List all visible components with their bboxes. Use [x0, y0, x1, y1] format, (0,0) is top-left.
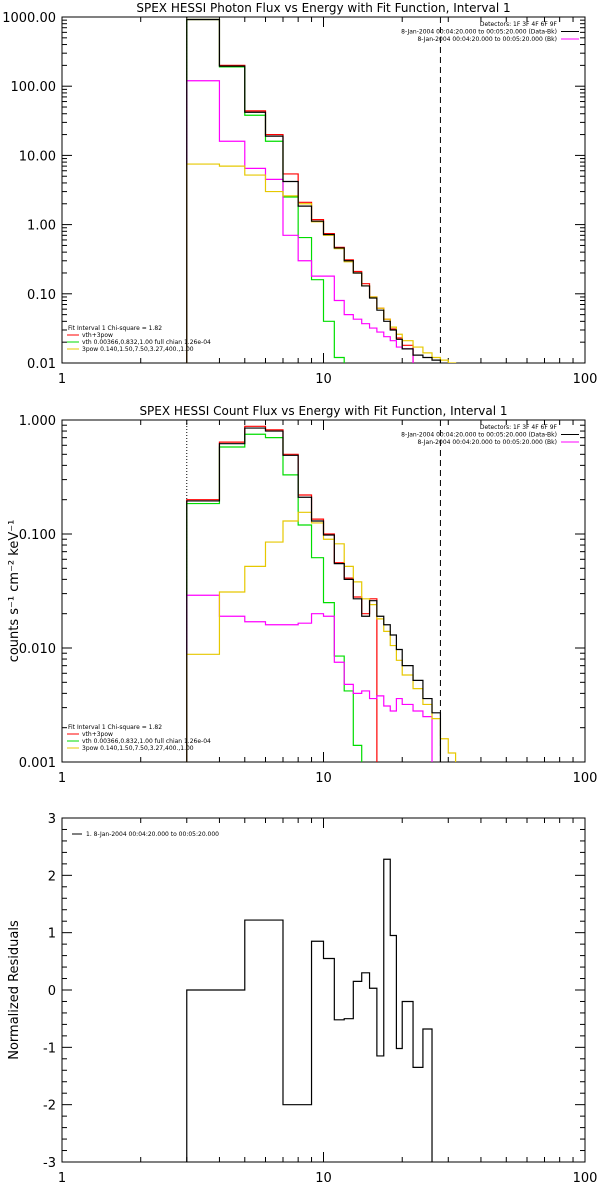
legend-top-entry: 8-Jan-2004 00:04:20.000 to 00:05:20.000 … [417, 439, 557, 446]
series-line-5 [186, 163, 457, 363]
y-axis-label: counts s⁻¹ cm⁻² keV⁻¹ [7, 520, 22, 663]
series-line-2 [186, 425, 378, 762]
chart-title: SPEX HESSI Photon Flux vs Energy with Fi… [136, 1, 510, 15]
y-tick-label: 100.00 [11, 80, 57, 95]
y-axis-ticks [62, 16, 585, 364]
chart-title: SPEX HESSI Count Flux vs Energy with Fit… [139, 404, 507, 418]
series-line-4 [186, 80, 414, 363]
plot-frame [61, 817, 586, 1163]
legend-entry: 1. 8-Jan-2004 00:04:20.000 to 00:05:20.0… [86, 831, 219, 838]
legend-bottom-entry: 3pow 0.140,1.50,7.50,3.27,400.,1.00 [82, 745, 194, 752]
y-tick-label: 1.00 [27, 219, 56, 234]
chart-panel-2: SPEX HESSI Count Flux vs Energy with Fit… [7, 404, 598, 786]
legend-top-entry: 8-Jan-2004 00:04:20.000 to 00:05:20.000 … [401, 432, 557, 439]
legend-bottom-entry: 3pow 0.140,1.50,7.50,3.27,400.,1.00 [82, 346, 194, 353]
y-tick-label: 0.100 [19, 528, 56, 543]
y-axis-ticks [62, 419, 585, 763]
y-tick-label: 0 [48, 984, 56, 999]
x-axis-ticks [61, 818, 586, 1162]
chart-panel-3: 1 10 100 -3 -2 -1 0 1 2 3 Normalized Residuals 1. 8… [7, 812, 597, 1186]
legend-bottom-entry: vth+3pow [82, 332, 113, 339]
y-tick-label: 1.000 [19, 414, 56, 429]
series-group [186, 17, 457, 363]
x-tick-label: 10 [315, 1171, 332, 1186]
series-line-2 [186, 18, 414, 363]
x-tick-label: 1 [58, 1171, 66, 1186]
series-group [186, 420, 457, 762]
x-tick-label: 100 [573, 1171, 598, 1186]
series-line-1 [186, 858, 433, 1162]
series-line-3 [186, 433, 363, 762]
y-axis-ticks [62, 817, 585, 1163]
series-line-1 [186, 18, 442, 363]
y-tick-label: -3 [43, 1156, 56, 1171]
series-line-3 [186, 18, 345, 363]
legend-bottom-entry: Fit Interval 1 Chi-square = 1.82 [68, 724, 162, 731]
y-tick-label: 3 [48, 812, 56, 827]
y-tick-label: 1000.00 [2, 11, 56, 26]
x-tick-label: 100 [573, 372, 598, 387]
y-tick-label: 0.001 [19, 756, 56, 771]
legend-top-entry: 8-Jan-2004 00:04:20.000 to 00:05:20.000 … [417, 36, 557, 43]
y-tick-label: 0.01 [27, 357, 56, 372]
legend-bottom-entry: vth 0.00366,0.832,1.00 full chian 1.26e-… [82, 339, 211, 346]
series-group [186, 858, 433, 1162]
legend-bottom-entry: vth+3pow [82, 731, 113, 738]
y-tick-label: -2 [43, 1099, 56, 1114]
legend-bottom-entry: Fit Interval 1 Chi-square = 1.82 [68, 325, 162, 332]
y-tick-label: 2 [48, 869, 56, 884]
legend-bottom-entry: vth 0.00366,0.832,1.00 full chian 1.26e-… [82, 738, 211, 745]
x-tick-label: 1 [58, 372, 66, 387]
y-tick-label: 0.010 [19, 642, 56, 657]
series-line-1 [186, 427, 442, 762]
legend-top-entry: Detectors: 1F 3F 4F 6F 9F [480, 424, 558, 431]
y-tick-label: -1 [43, 1041, 56, 1056]
x-tick-label: 100 [573, 771, 598, 786]
x-tick-label: 10 [315, 372, 332, 387]
series-line-4 [186, 594, 433, 762]
legend-top-entry: 8-Jan-2004 00:04:20.000 to 00:05:20.000 … [401, 29, 557, 36]
x-tick-label: 1 [58, 771, 66, 786]
y-tick-label: 1 [48, 927, 56, 942]
chart-panel-1: SPEX HESSI Photon Flux vs Energy with Fi… [2, 1, 597, 387]
y-tick-label: 0.10 [27, 288, 56, 303]
legend-top-entry: Detectors: 1F 3F 4F 6F 9F [480, 21, 558, 28]
x-axis-ticks [61, 17, 586, 363]
y-tick-label: 10.00 [19, 149, 56, 164]
series-line-5 [186, 511, 457, 762]
y-axis-label: Normalized Residuals [7, 920, 22, 1060]
x-tick-label: 10 [315, 771, 332, 786]
